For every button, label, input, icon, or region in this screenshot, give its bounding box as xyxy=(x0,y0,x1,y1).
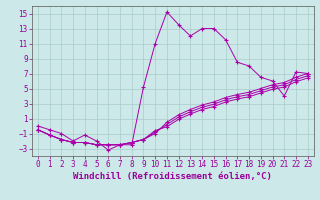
X-axis label: Windchill (Refroidissement éolien,°C): Windchill (Refroidissement éolien,°C) xyxy=(73,172,272,181)
